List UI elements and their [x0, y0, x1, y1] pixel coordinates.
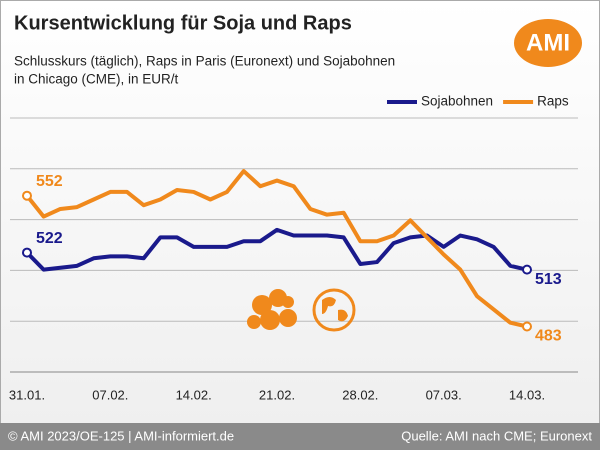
x-tick-label: 28.02.	[342, 387, 378, 402]
series-line	[25, 169, 528, 329]
footer-left: © AMI 2023/OE-125 | AMI-informiert.de	[8, 428, 234, 443]
subtitle: in Chicago (CME), in EUR/t	[14, 72, 179, 87]
data-label: 513	[535, 271, 562, 288]
legend-label: Raps	[537, 94, 569, 109]
footer-bar	[0, 423, 600, 450]
logo-badge	[514, 19, 582, 67]
x-tick-label: 14.03.	[509, 387, 545, 402]
series-line	[25, 227, 528, 272]
subtitle: Schlusskurs (täglich), Raps in Paris (Eu…	[14, 54, 395, 69]
icons	[247, 288, 356, 332]
data-label: 522	[36, 230, 63, 247]
chart-title: Kursentwicklung für Soja und Raps	[14, 12, 352, 34]
x-tick-label: 07.03.	[426, 387, 462, 402]
legend-label: Sojabohnen	[421, 94, 493, 109]
end-marker	[22, 247, 32, 258]
data-label: 552	[36, 173, 63, 190]
logo: AMI	[526, 29, 570, 56]
x-tick-label: 14.02.	[176, 387, 212, 402]
x-tick-label: 21.02.	[259, 387, 295, 402]
end-marker	[522, 321, 532, 332]
data-label: 483	[535, 328, 562, 345]
x-tick-label: 07.02.	[92, 387, 128, 402]
x-tick-label: 31.01.	[9, 387, 45, 402]
footer-right: Quelle: AMI nach CME; Euronext	[401, 428, 592, 443]
end-marker	[22, 190, 32, 201]
end-marker	[522, 264, 532, 275]
